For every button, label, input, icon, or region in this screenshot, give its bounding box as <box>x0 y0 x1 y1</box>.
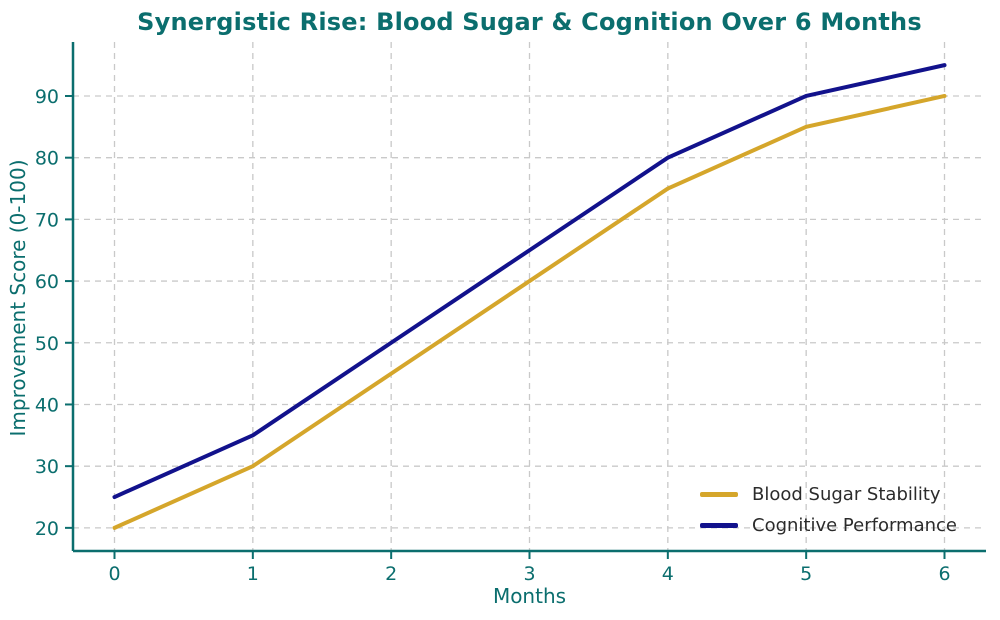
y-tick-label: 70 <box>35 209 59 231</box>
y-tick-label: 20 <box>35 518 59 540</box>
legend-label: Blood Sugar Stability <box>752 483 941 505</box>
axis-ticks <box>65 94 946 559</box>
y-tick-label: 40 <box>35 394 59 416</box>
x-tick-label: 1 <box>247 563 259 585</box>
data-series <box>112 63 947 530</box>
legend-swatch-navy <box>700 522 738 528</box>
legend-swatch-gold <box>700 491 738 497</box>
gridlines <box>73 42 986 551</box>
x-axis-label: Months <box>492 584 567 608</box>
y-tick-label: 90 <box>35 86 59 108</box>
legend-label: Cognitive Performance <box>752 514 957 536</box>
x-tick-label: 2 <box>385 563 397 585</box>
y-axis-label: Improvement Score (0-100) <box>6 159 30 437</box>
series-line-cognitive-performance <box>112 63 947 500</box>
chart-title: Synergistic Rise: Blood Sugar & Cognitio… <box>137 8 922 36</box>
tick-labels: 0 1 2 3 4 5 6 20 30 40 50 60 70 80 90 <box>35 86 951 585</box>
x-tick-label: 5 <box>800 563 812 585</box>
x-tick-label: 4 <box>662 563 674 585</box>
series-line-blood-sugar-stability <box>112 93 947 530</box>
legend: Blood Sugar Stability Cognitive Performa… <box>700 483 957 536</box>
x-tick-label: 3 <box>523 563 535 585</box>
y-tick-label: 80 <box>35 148 59 170</box>
x-tick-label: 6 <box>938 563 950 585</box>
y-tick-label: 60 <box>35 271 59 293</box>
legend-item-blood-sugar-stability: Blood Sugar Stability <box>700 483 957 505</box>
x-tick-label: 0 <box>108 563 120 585</box>
y-tick-label: 50 <box>35 333 59 355</box>
y-tick-label: 30 <box>35 456 59 478</box>
legend-item-cognitive-performance: Cognitive Performance <box>700 514 957 536</box>
